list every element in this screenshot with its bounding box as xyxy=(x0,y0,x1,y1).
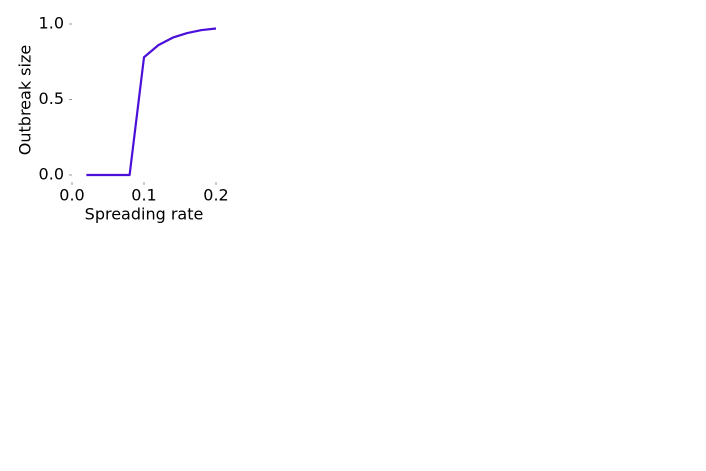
y-tick-label: 1.0 xyxy=(39,14,64,33)
y-tick-label: 0.0 xyxy=(39,165,64,184)
x-tick-label: 0.2 xyxy=(203,186,228,205)
x-axis-label: Spreading rate xyxy=(85,205,204,224)
y-tick-label: 0.5 xyxy=(39,89,64,108)
x-tick-label: 0.0 xyxy=(59,186,84,205)
x-tick-label: 0.1 xyxy=(131,186,156,205)
y-axis-label: Outbreak size xyxy=(16,45,35,155)
data-line xyxy=(86,27,217,177)
